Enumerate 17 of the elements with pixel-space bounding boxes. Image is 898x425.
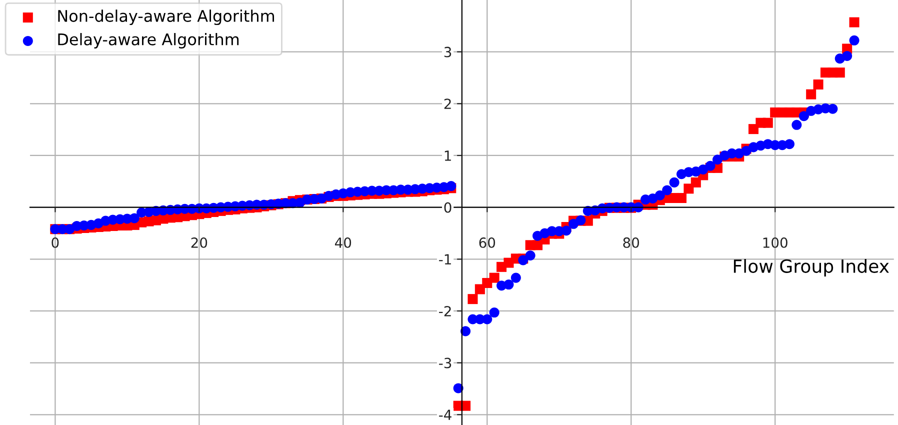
y-tick-label: -3 <box>439 358 452 368</box>
y-tick-label: -4 <box>439 410 452 420</box>
x-axis-title: Flow Group Index <box>734 259 889 276</box>
x-tick-label: 40 <box>334 237 352 248</box>
x-tick-label: 20 <box>191 237 208 248</box>
y-tick-label: 0 <box>444 202 452 213</box>
x-tick-label: 0 <box>52 237 59 248</box>
x-tick-label: 100 <box>763 237 788 248</box>
y-tick-label: 3 <box>444 46 452 58</box>
legend-label: Delay-aware Algorithm <box>58 33 239 48</box>
x-tick-label: 80 <box>623 237 640 248</box>
y-tick-label: -1 <box>439 254 451 264</box>
x-tick-label: 60 <box>479 237 496 248</box>
y-tick-label: 2 <box>444 98 451 109</box>
y-tick-label: -2 <box>439 306 451 316</box>
legend-label: Non-delay-aware Algorithm <box>58 10 274 26</box>
y-tick-label: 1 <box>444 150 451 161</box>
